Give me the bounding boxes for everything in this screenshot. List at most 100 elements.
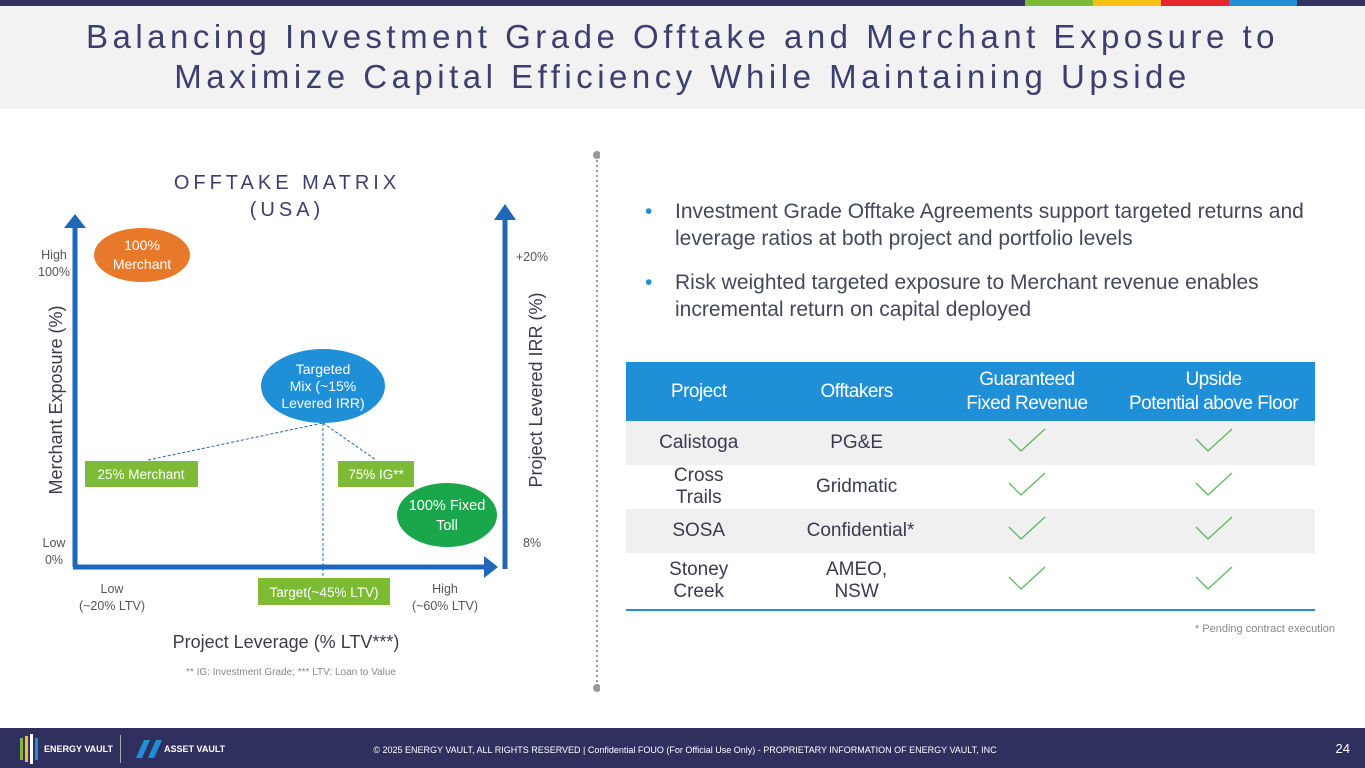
header-text: Guaranteed bbox=[979, 368, 1075, 390]
merchant-bubble bbox=[94, 228, 190, 282]
asset-vault-icon bbox=[136, 740, 162, 758]
target-tag bbox=[258, 578, 390, 605]
y-high: 100% bbox=[38, 265, 70, 279]
table-cell: Cross Trails bbox=[626, 465, 771, 509]
y-low: 0% bbox=[45, 553, 63, 567]
tag-text: Target(~45% LTV) bbox=[270, 585, 379, 600]
column-header: Upside Potential above Floor bbox=[1112, 362, 1315, 421]
header-band bbox=[0, 6, 1365, 109]
table-cell: SOSA bbox=[626, 509, 771, 553]
cell-text: AMEO, NSW bbox=[825, 559, 888, 602]
table-row: SOSA Confidential* bbox=[626, 509, 1315, 553]
cell-text: Confidential* bbox=[806, 520, 915, 541]
cell-text: Gridmatic bbox=[815, 476, 898, 497]
tag-text: 75% IG** bbox=[348, 467, 404, 482]
checkmark bbox=[1008, 472, 1046, 496]
checkmark bbox=[1008, 516, 1046, 540]
table-row: Cross Trails Gridmatic bbox=[626, 465, 1315, 509]
check-cell bbox=[1112, 421, 1315, 465]
arrow bbox=[64, 214, 86, 228]
y2-low: 8% bbox=[523, 536, 541, 550]
header-text: Project bbox=[670, 380, 727, 402]
title-line: Balancing Investment Grade Offtake and M… bbox=[85, 18, 1280, 55]
page-number: 24 bbox=[1335, 741, 1350, 756]
top-stripe bbox=[0, 0, 1365, 6]
check-cell bbox=[942, 509, 1112, 553]
cell-text: SOSA bbox=[672, 520, 726, 541]
x-high: High bbox=[432, 582, 458, 596]
table-row: Calistoga PG&E bbox=[626, 421, 1315, 465]
y-low: Low bbox=[43, 536, 67, 550]
copyright: © 2025 ENERGY VAULT, ALL RIGHTS RESERVED… bbox=[373, 745, 997, 755]
column-header: Project bbox=[626, 362, 772, 421]
bullet: • Risk weighted targeted exposure to Merc… bbox=[645, 269, 1325, 323]
header-text: Potential above Floor bbox=[1129, 392, 1299, 414]
bubble-text: Targeted bbox=[296, 361, 350, 377]
check-cell bbox=[1112, 509, 1315, 553]
table-cell: Calistoga bbox=[626, 421, 771, 465]
checkmark bbox=[1195, 516, 1232, 540]
arrow bbox=[494, 204, 516, 220]
separator-dot bbox=[593, 684, 600, 692]
header-text: Offtakers bbox=[820, 380, 893, 402]
y2-high: +20% bbox=[516, 250, 548, 264]
cell-text: Calistoga bbox=[659, 432, 739, 453]
stripe-blue bbox=[1229, 0, 1297, 6]
x-low: Low bbox=[101, 582, 125, 596]
target-bubble bbox=[261, 349, 385, 423]
bubble-text: Toll bbox=[436, 518, 458, 534]
merchant-tag bbox=[85, 461, 198, 487]
table-cell: Confidential* bbox=[771, 509, 941, 553]
x-high: (~60% LTV) bbox=[412, 599, 478, 613]
logo-text: ENERGY VAULT bbox=[44, 744, 114, 754]
arrow bbox=[484, 556, 498, 578]
matrix-title: (USA) bbox=[250, 199, 324, 221]
matrix-title: OFFTAKE MATRIX bbox=[174, 172, 400, 194]
footnote: ** IG: Investment Grade; *** LTV: Loan t… bbox=[186, 667, 396, 678]
header-row: Project Offtakers Guaranteed Fixed Revenue U… bbox=[626, 362, 1315, 421]
bubble-text: Merchant bbox=[113, 256, 171, 272]
offtake-matrix: OFFTAKE MATRIX (USA) High 100% Low 0% +2… bbox=[38, 151, 600, 692]
ig-tag bbox=[338, 461, 414, 487]
column-header: Offtakers bbox=[771, 362, 942, 421]
bubble-text: Mix (~15% bbox=[290, 378, 357, 394]
table-cell: PG&E bbox=[771, 421, 941, 465]
separator-dot bbox=[593, 151, 600, 159]
x-low: (~20% LTV) bbox=[79, 599, 145, 613]
table-cell: Stoney Creek bbox=[626, 553, 771, 610]
connector bbox=[147, 422, 324, 461]
toll-bubble bbox=[397, 483, 497, 547]
checkmark bbox=[1195, 428, 1232, 452]
energy-vault-icon bbox=[20, 734, 38, 764]
checkmark bbox=[1195, 566, 1232, 590]
bubble-text: 100% Fixed bbox=[409, 498, 486, 514]
cell-text: Cross Trails bbox=[673, 465, 724, 508]
stripe-green bbox=[1025, 0, 1093, 6]
table-row: Stoney Creek AMEO, NSW bbox=[626, 553, 1315, 610]
cell-text: PG&E bbox=[830, 432, 884, 453]
y-axis-label: Merchant Exposure (%) bbox=[46, 305, 66, 494]
x-axis-label: Project Leverage (% LTV***) bbox=[173, 632, 400, 652]
bubble-text: 100% bbox=[124, 237, 160, 253]
check-cell bbox=[942, 553, 1112, 610]
check-cell bbox=[942, 421, 1112, 465]
offtake-table: Project Offtakers Guaranteed Fixed Revenue U… bbox=[626, 362, 1315, 611]
check-cell bbox=[1112, 553, 1315, 610]
check-cell bbox=[1112, 465, 1315, 509]
checkmark bbox=[1008, 566, 1046, 590]
bullet-text: Risk weighted targeted exposure to Merch… bbox=[675, 271, 1259, 321]
checkmark bbox=[1195, 472, 1232, 496]
logo-divider bbox=[120, 735, 121, 763]
table-body: Calistoga PG&E Cross Trails Gridmatic SOSA Co… bbox=[626, 421, 1315, 610]
y2-axis-label: Project Levered IRR (%) bbox=[526, 292, 546, 487]
stripe-yellow bbox=[1093, 0, 1161, 6]
title-line: Maximize Capital Efficiency While Mainta… bbox=[174, 58, 1191, 95]
tag-text: 25% Merchant bbox=[97, 467, 184, 482]
bullet: • Investment Grade Offtake Agreements sup… bbox=[645, 198, 1325, 252]
bubble-text: Levered IRR) bbox=[281, 395, 364, 411]
bullet-text: Investment Grade Offtake Agreements supp… bbox=[675, 200, 1304, 250]
table-note: * Pending contract execution bbox=[1194, 623, 1335, 635]
y-high: High bbox=[41, 248, 67, 262]
checkmark bbox=[1008, 428, 1046, 452]
